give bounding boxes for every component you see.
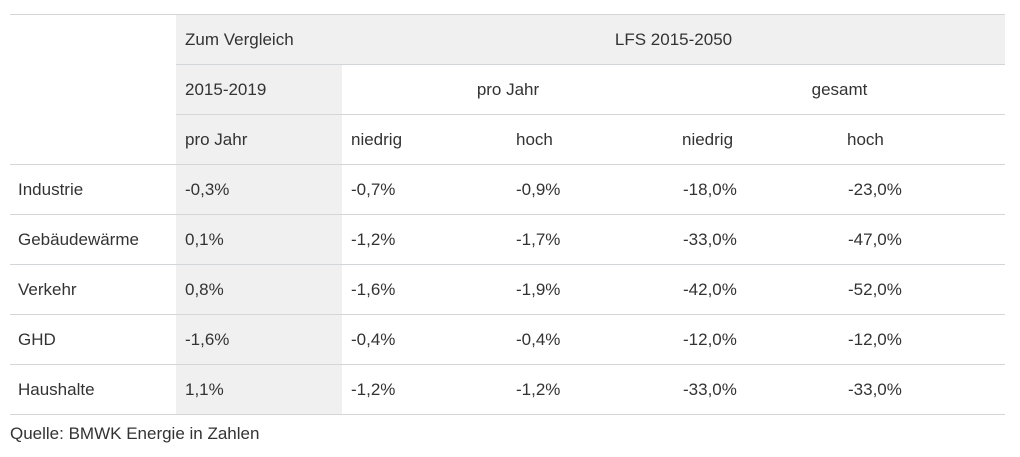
header-period: 2015-2019 bbox=[176, 64, 342, 115]
table-row: Haushalte 1,1% -1,2% -1,2% -33,0% -33,0% bbox=[10, 364, 1006, 415]
row-label: Gebäudewärme bbox=[10, 214, 176, 265]
header-comparison: Zum Vergleich bbox=[176, 14, 342, 65]
subheader-low: niedrig bbox=[674, 114, 840, 165]
header-total: gesamt bbox=[674, 64, 1006, 115]
value-cell: -0,3% bbox=[176, 164, 342, 215]
row-label: Haushalte bbox=[10, 364, 176, 415]
value-cell: -1,7% bbox=[508, 214, 674, 265]
subheader-high: hoch bbox=[508, 114, 674, 165]
source-note: Quelle: BMWK Energie in Zahlen bbox=[10, 424, 260, 443]
value-cell: -0,4% bbox=[508, 314, 674, 365]
value-cell: -42,0% bbox=[674, 264, 840, 315]
value-cell: -33,0% bbox=[674, 364, 840, 415]
value-cell: -1,2% bbox=[342, 364, 508, 415]
value-cell: -12,0% bbox=[840, 314, 1006, 365]
value-cell: 0,8% bbox=[176, 264, 342, 315]
energy-reduction-table: Zum Vergleich LFS 2015-2050 2015-2019 pr… bbox=[10, 14, 1006, 415]
subheader-low: niedrig bbox=[342, 114, 508, 165]
row-label: Verkehr bbox=[10, 264, 176, 315]
value-cell: -1,2% bbox=[508, 364, 674, 415]
value-cell: -1,6% bbox=[342, 264, 508, 315]
header-per-year: pro Jahr bbox=[342, 64, 674, 115]
value-cell: -18,0% bbox=[674, 164, 840, 215]
header-row-1: Zum Vergleich LFS 2015-2050 bbox=[10, 14, 1006, 65]
value-cell: -1,2% bbox=[342, 214, 508, 265]
header-row-3: pro Jahr niedrig hoch niedrig hoch bbox=[10, 114, 1006, 165]
value-cell: 1,1% bbox=[176, 364, 342, 415]
subheader-per-year: pro Jahr bbox=[176, 114, 342, 165]
table-row: Gebäudewärme 0,1% -1,2% -1,7% -33,0% -47… bbox=[10, 214, 1006, 265]
value-cell: -0,7% bbox=[342, 164, 508, 215]
empty-corner-cell bbox=[10, 15, 176, 65]
value-cell: -0,4% bbox=[342, 314, 508, 365]
value-cell: -23,0% bbox=[840, 164, 1006, 215]
value-cell: -1,9% bbox=[508, 264, 674, 315]
header-scenario: LFS 2015-2050 bbox=[342, 14, 1006, 65]
value-cell: -33,0% bbox=[840, 364, 1006, 415]
value-cell: -47,0% bbox=[840, 214, 1006, 265]
comparison-table-wrapper: Zum Vergleich LFS 2015-2050 2015-2019 pr… bbox=[10, 14, 1006, 415]
subheader-high: hoch bbox=[840, 114, 1006, 165]
value-cell: -33,0% bbox=[674, 214, 840, 265]
row-label: GHD bbox=[10, 314, 176, 365]
table-row: Verkehr 0,8% -1,6% -1,9% -42,0% -52,0% bbox=[10, 264, 1006, 315]
empty-corner-cell bbox=[10, 65, 176, 115]
table-row: GHD -1,6% -0,4% -0,4% -12,0% -12,0% bbox=[10, 314, 1006, 365]
value-cell: -1,6% bbox=[176, 314, 342, 365]
header-row-2: 2015-2019 pro Jahr gesamt bbox=[10, 64, 1006, 115]
value-cell: -0,9% bbox=[508, 164, 674, 215]
empty-corner-cell bbox=[10, 114, 176, 165]
row-label: Industrie bbox=[10, 164, 176, 215]
value-cell: -52,0% bbox=[840, 264, 1006, 315]
value-cell: 0,1% bbox=[176, 214, 342, 265]
table-row: Industrie -0,3% -0,7% -0,9% -18,0% -23,0… bbox=[10, 164, 1006, 215]
value-cell: -12,0% bbox=[674, 314, 840, 365]
